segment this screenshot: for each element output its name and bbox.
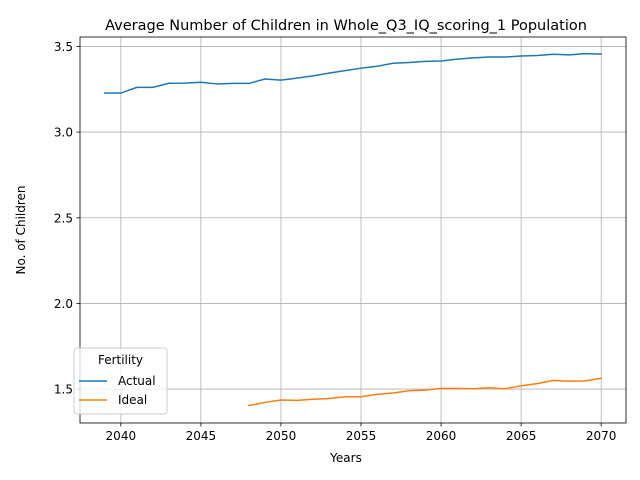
grid-lines	[80, 37, 626, 423]
x-axis-label: Years	[329, 451, 362, 465]
series-line-actual	[104, 52, 602, 94]
x-tick-label: 2040	[106, 429, 137, 443]
chart-title: Average Number of Children in Whole_Q3_I…	[105, 18, 587, 34]
legend-box	[73, 347, 168, 415]
series-layer	[104, 52, 603, 407]
x-tick-label: 2070	[586, 429, 617, 443]
y-tick-label: 3.5	[54, 40, 73, 54]
legend: Fertility Actual Ideal	[73, 347, 168, 415]
y-tick-label: 3.0	[54, 126, 73, 140]
y-tick-label: 1.5	[54, 383, 73, 397]
legend-label-actual: Actual	[118, 374, 156, 388]
x-tick-label: 2060	[426, 429, 457, 443]
y-axis-label: No. of Children	[14, 185, 28, 274]
y-tick-label: 2.0	[54, 297, 73, 311]
legend-label-ideal: Ideal	[118, 393, 147, 407]
x-tick-label: 2055	[346, 429, 377, 443]
y-tick-label: 2.5	[54, 211, 73, 225]
legend-title: Fertility	[98, 353, 143, 367]
x-tick-label: 2050	[266, 429, 297, 443]
x-tick-label: 2045	[186, 429, 217, 443]
x-tick-label: 2065	[506, 429, 537, 443]
axis-ticks: 2040 2045 2050 2055 2060 2065 2070 1.5 2.0 2.5 3.0…	[54, 40, 617, 443]
plot-frame	[79, 36, 627, 424]
series-line-ideal	[248, 377, 603, 407]
